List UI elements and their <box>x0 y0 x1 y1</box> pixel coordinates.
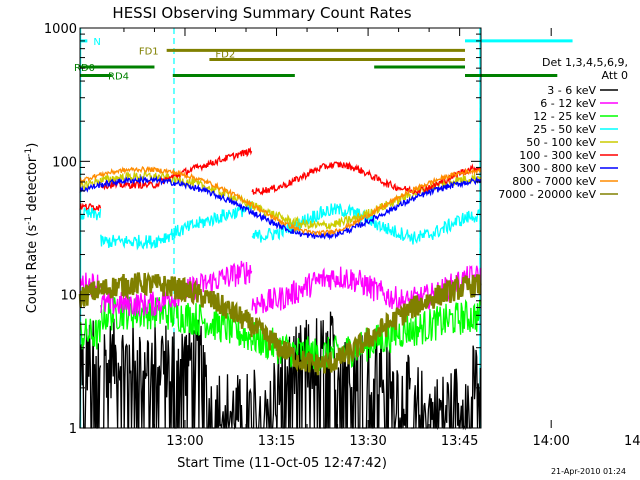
legend-label: 3 - 6 keV <box>547 84 596 97</box>
legend-label: 100 - 300 keV <box>519 149 596 162</box>
flag-label: N <box>93 37 100 48</box>
series-line <box>251 188 411 237</box>
y-tick-label: 100 <box>52 155 77 170</box>
series-line <box>100 166 253 208</box>
legend-label: 6 - 12 keV <box>540 97 596 110</box>
y-axis-label: Count Rate (s-1 detector-1) <box>24 143 40 314</box>
x-axis-label: Start Time (11-Oct-05 12:47:42) <box>177 456 387 471</box>
plot-timestamp: 21-Apr-2010 01:24 <box>551 467 626 476</box>
series-line <box>79 207 102 221</box>
series-line <box>409 274 482 319</box>
series-line <box>251 203 411 243</box>
x-tick-label: 13:45 <box>441 434 478 449</box>
y-tick-label: 1 <box>69 422 77 437</box>
series-line <box>100 201 253 251</box>
series-line <box>79 177 102 190</box>
legend-label: 25 - 50 keV <box>533 123 596 136</box>
series-line <box>410 209 482 245</box>
x-tick-label: 14:15 <box>624 434 640 449</box>
y-tick-label: 1000 <box>44 22 77 37</box>
series-lines <box>78 146 482 431</box>
y-tick-label: 10 <box>60 289 77 304</box>
flag-label: RD4 <box>108 72 129 83</box>
legend-label: 7000 - 20000 keV <box>498 188 596 201</box>
legend-label: 50 - 100 keV <box>526 136 596 149</box>
x-tick-label: 13:00 <box>166 434 203 449</box>
chart-title: HESSI Observing Summary Count Rates <box>112 4 411 22</box>
series-line <box>251 315 411 372</box>
x-tick-label: 14:00 <box>532 434 569 449</box>
series-line <box>79 202 102 212</box>
y-axis-label-mid: detector <box>25 156 40 216</box>
series-line <box>410 167 482 194</box>
series-line <box>250 300 412 376</box>
series-line <box>78 280 102 308</box>
series-line <box>99 271 253 338</box>
legend-label: 12 - 25 keV <box>533 110 596 123</box>
x-tick-label: 13:15 <box>258 434 295 449</box>
series-line <box>251 196 411 241</box>
legend-label: 300 - 800 keV <box>519 162 596 175</box>
series-line <box>410 298 482 346</box>
legend-label: 800 - 7000 keV <box>512 175 596 188</box>
legend-detectors: Det 1,3,4,5,6,9, <box>542 56 628 69</box>
series-line <box>251 266 411 315</box>
series-line <box>410 345 482 431</box>
series-line <box>251 160 411 196</box>
series-line <box>100 174 253 216</box>
series-line <box>100 146 253 191</box>
y-axis-label-sup-1: -1 <box>24 216 34 225</box>
x-tick-label: 13:30 <box>349 434 386 449</box>
legend-attenuator: Att 0 <box>602 69 628 82</box>
flag-label: FD2 <box>215 50 235 61</box>
series-line <box>79 171 102 186</box>
series-line <box>79 318 102 350</box>
flag-label: FD1 <box>139 46 159 57</box>
y-axis-label-end: ) <box>25 143 40 148</box>
series-line <box>410 175 482 202</box>
axis-ticks: 13:00 13:15 13:30 13:45 14:00 14:15 1 10 100 1000 <box>44 22 640 449</box>
y-axis-label-main: Count Rate (s <box>25 225 40 314</box>
y-axis-label-sup-2: -1 <box>24 148 34 157</box>
plot-frame <box>79 27 482 429</box>
